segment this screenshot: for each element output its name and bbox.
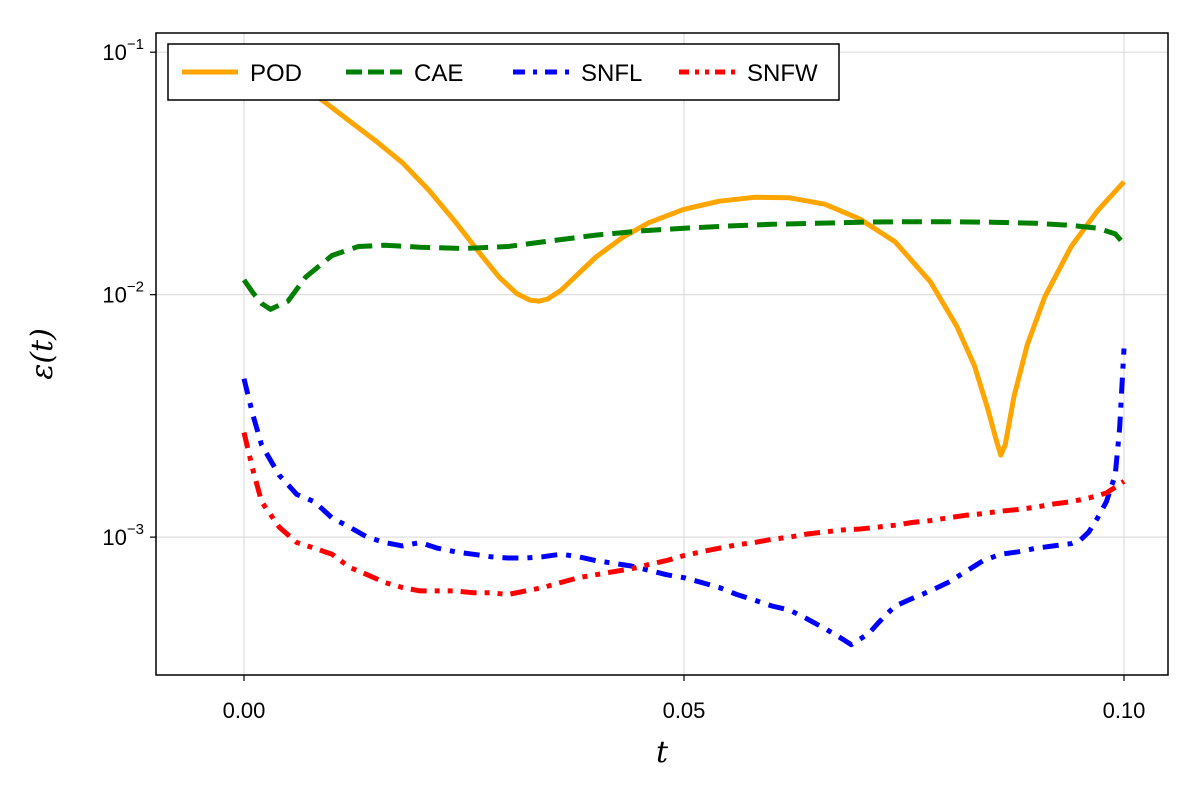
- x-tick-label: 0.10: [1103, 698, 1146, 723]
- legend-label-pod: POD: [250, 60, 302, 87]
- y-tick-label: 10−3: [102, 521, 144, 550]
- plot-area: [241, 61, 1127, 648]
- y-axis-label: ε(t): [25, 328, 60, 380]
- legend-label-snfw: SNFW: [747, 60, 818, 87]
- series-line-pod: [268, 61, 1126, 458]
- legend-label-cae: CAE: [414, 60, 463, 87]
- series-line-cae: [241, 219, 1126, 312]
- plot-frame: [155, 32, 1169, 676]
- series-line-snfl: [241, 348, 1127, 648]
- x-tick-label: 0.00: [223, 698, 266, 723]
- x-tick-label: 0.05: [663, 698, 706, 723]
- legend-label-snfl: SNFL: [581, 60, 642, 87]
- y-tick-label: 10−2: [102, 279, 144, 308]
- y-axis: 10−1 10−2 10−3: [102, 36, 156, 550]
- y-tick-label: 10−1: [102, 36, 144, 65]
- x-axis-label: t: [656, 735, 669, 770]
- x-axis: 0.00 0.05 0.10: [223, 675, 1146, 723]
- legend: POD CAE SNFL SNFW: [167, 43, 840, 101]
- series-layer: [241, 61, 1127, 648]
- legend-box: [167, 43, 840, 101]
- series-line-snfw: [241, 431, 1126, 597]
